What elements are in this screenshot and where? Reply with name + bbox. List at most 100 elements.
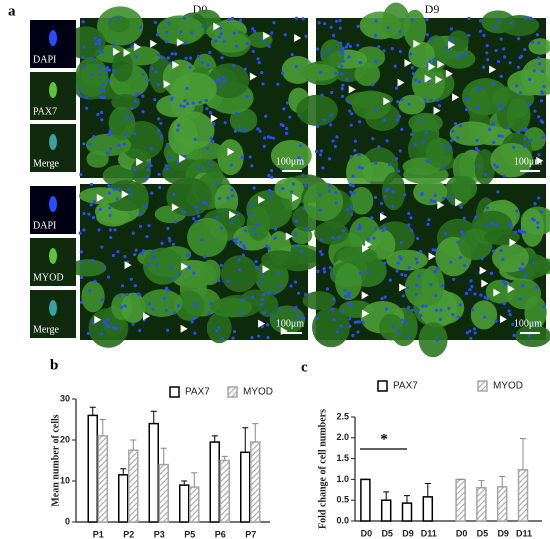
- nucleus: [108, 132, 113, 136]
- nucleus: [145, 176, 149, 180]
- nucleus: [170, 96, 174, 100]
- fiber: [270, 139, 312, 172]
- nucleus: [209, 302, 213, 306]
- fiber: [156, 15, 204, 45]
- nucleus: [294, 16, 299, 20]
- nucleus: [245, 95, 249, 99]
- arrowhead: [433, 106, 441, 115]
- fiber: [458, 228, 493, 261]
- arrowhead: [383, 97, 391, 106]
- arrowhead: [380, 213, 388, 222]
- nucleus: [534, 285, 539, 290]
- nucleus: [314, 149, 319, 154]
- nucleus: [203, 255, 207, 259]
- panel-label: c: [301, 359, 308, 375]
- nucleus: [253, 29, 257, 33]
- arrowhead: [397, 78, 405, 87]
- nucleus: [299, 159, 303, 163]
- bar: [401, 502, 413, 522]
- arrowhead: [413, 39, 421, 48]
- nucleus: [480, 256, 484, 261]
- nucleus: [219, 32, 223, 36]
- nucleus: [429, 282, 433, 287]
- nucleus: [262, 311, 267, 315]
- nucleus: [230, 220, 234, 225]
- nucleus: [435, 338, 439, 342]
- nucleus: [92, 199, 96, 204]
- nucleus: [475, 105, 479, 110]
- nucleus: [160, 241, 164, 245]
- bar: [422, 496, 434, 522]
- nucleus: [93, 279, 97, 283]
- nucleus: [149, 147, 153, 151]
- nucleus: [125, 292, 129, 297]
- nucleus: [321, 166, 325, 170]
- nucleus: [270, 31, 274, 35]
- nucleus: [159, 121, 163, 125]
- nucleus: [157, 172, 161, 176]
- nucleus: [131, 322, 135, 326]
- nucleus: [519, 90, 523, 95]
- x-tick-label: P1: [93, 529, 104, 539]
- nucleus: [273, 227, 277, 231]
- nucleus: [501, 257, 505, 261]
- fiber: [210, 297, 252, 318]
- nucleus: [242, 246, 246, 250]
- nucleus: [179, 30, 183, 34]
- nucleus: [527, 103, 531, 107]
- fiber: [448, 30, 469, 52]
- nucleus: [257, 61, 261, 65]
- nucleus: [384, 188, 389, 193]
- nucleus: [276, 82, 280, 86]
- nucleus: [340, 51, 345, 55]
- nucleus: [250, 336, 254, 340]
- nucleus: [153, 20, 157, 25]
- nucleus: [294, 232, 298, 236]
- nucleus: [283, 33, 287, 37]
- bar: [87, 414, 98, 523]
- nucleus: [164, 163, 168, 168]
- nucleus: [239, 240, 243, 245]
- nucleus: [145, 234, 149, 239]
- nucleus: [386, 26, 390, 30]
- nucleus: [219, 226, 223, 230]
- nucleus: [419, 313, 423, 317]
- nucleus: [165, 328, 170, 332]
- arrowhead: [348, 85, 356, 94]
- nucleus: [268, 189, 273, 193]
- nucleus: [177, 123, 181, 127]
- nucleus: [167, 21, 171, 25]
- arrowhead: [294, 33, 302, 42]
- nucleus: [451, 313, 455, 317]
- nucleus: [347, 55, 351, 59]
- x-tick-label: D11: [421, 528, 437, 538]
- nucleus: [192, 271, 196, 275]
- nucleus: [78, 94, 82, 98]
- nucleus: [278, 306, 282, 311]
- nucleus: [218, 85, 222, 89]
- nucleus: [469, 336, 473, 341]
- nucleus: [398, 49, 402, 54]
- bar: [148, 422, 159, 523]
- arrowhead: [362, 244, 370, 253]
- legend-label: PAX7: [393, 381, 418, 392]
- arrowhead: [404, 58, 412, 67]
- nucleus: [498, 103, 502, 107]
- nucleus: [474, 147, 479, 151]
- nucleus: [149, 164, 153, 168]
- nucleus: [271, 136, 276, 140]
- nucleus: [101, 88, 106, 93]
- nucleus: [264, 114, 268, 118]
- bar: [189, 486, 200, 523]
- legend-swatch: [169, 386, 180, 398]
- nucleus: [482, 315, 487, 319]
- error-bar: [221, 455, 228, 461]
- panel-label: a: [8, 3, 16, 19]
- nucleus: [340, 87, 344, 91]
- fiber: [261, 250, 298, 269]
- error-bar: [252, 423, 259, 443]
- nucleus: [398, 149, 402, 153]
- nucleus: [357, 320, 361, 324]
- nucleus: [127, 187, 131, 191]
- nucleus: [416, 236, 420, 241]
